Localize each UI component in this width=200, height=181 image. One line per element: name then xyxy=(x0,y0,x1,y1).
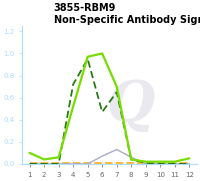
Text: Q: Q xyxy=(106,78,155,133)
Text: 3855-RBM9
Non-Specific Antibody Signal <10%: 3855-RBM9 Non-Specific Antibody Signal <… xyxy=(54,3,200,25)
